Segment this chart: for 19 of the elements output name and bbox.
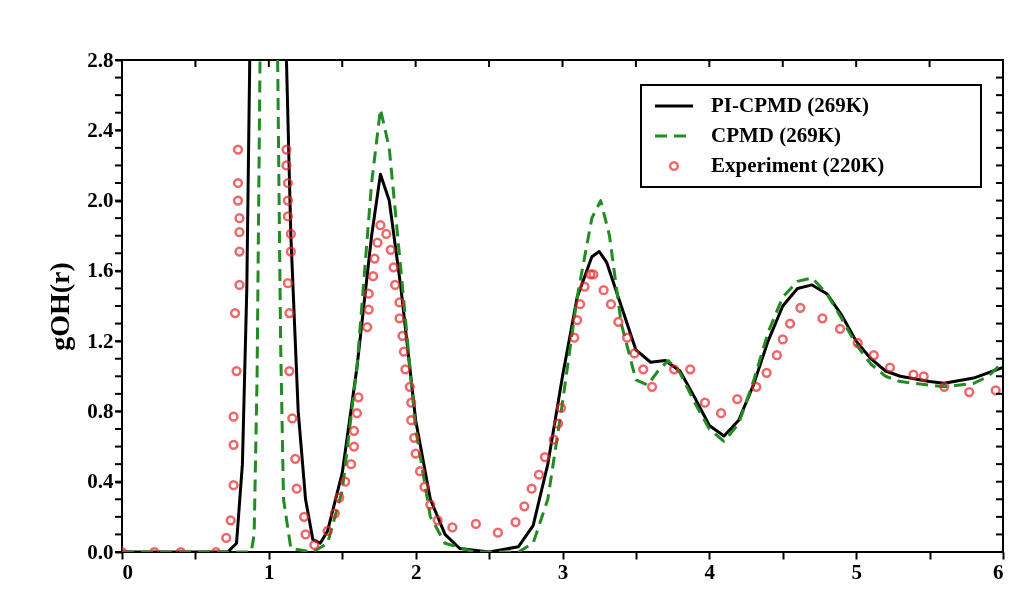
- x-tick-label: 4: [704, 559, 716, 584]
- y-tick-label: 2.0: [87, 188, 114, 213]
- legend-label: PI-CPMD (269K): [711, 93, 870, 117]
- x-tick-label: 1: [264, 559, 275, 584]
- x-tick-label: 0: [122, 559, 133, 584]
- legend-label: CPMD (269K): [711, 123, 842, 147]
- y-tick-label: 0.8: [87, 398, 114, 423]
- y-tick-label: 0.0: [87, 539, 114, 564]
- y-tick-label: 2.8: [87, 47, 114, 72]
- x-tick-label: 3: [557, 559, 569, 584]
- y-tick-label: 0.4: [87, 469, 114, 494]
- y-tick-label: 1.2: [87, 328, 114, 353]
- y-tick-label: 1.6: [87, 258, 114, 283]
- y-tick-label: 2.4: [87, 117, 114, 142]
- x-tick-label: 6: [993, 559, 1004, 584]
- x-tick-label: 2: [410, 559, 422, 584]
- x-tick-label: 5: [851, 559, 862, 584]
- y-axis-title: gOH(r): [44, 262, 76, 351]
- legend-label: Experiment (220K): [711, 153, 885, 177]
